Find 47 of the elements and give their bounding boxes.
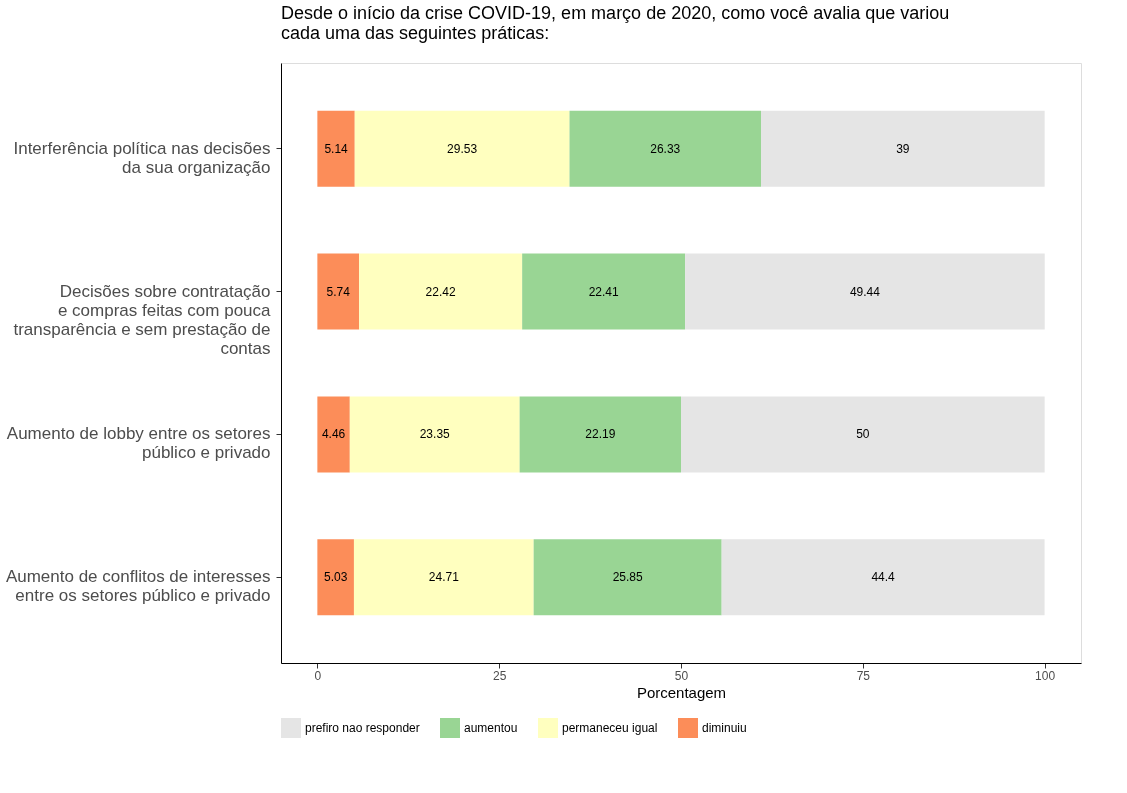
bar: [317, 539, 354, 616]
data-label: 44.4: [871, 570, 896, 585]
data-label: 23.35: [419, 427, 451, 442]
y-tick-label: Interferência política nas decisões da sua organização: [13, 138, 271, 177]
y-tick-label: Aumento de conflitos de interesses entre os setores público e privado: [5, 567, 271, 606]
bar: [354, 110, 570, 187]
bar: [569, 110, 761, 187]
bar: [349, 396, 520, 473]
y-tick-label: Aumento de lobby entre os setores público e privado: [6, 424, 271, 463]
data-label: 50: [856, 427, 870, 442]
x-tick-label: 100: [1035, 668, 1056, 683]
data-label: 24.71: [428, 570, 460, 585]
bar: [359, 253, 523, 330]
legend-label: aumentou: [464, 721, 518, 735]
bar: [317, 110, 355, 187]
bar: [721, 539, 1045, 616]
data-label: 5.74: [326, 284, 351, 299]
data-label: 22.19: [585, 427, 616, 442]
bar: [533, 539, 722, 616]
data-label: 29.53: [447, 141, 478, 156]
data-label: 22.42: [425, 284, 456, 299]
bar: [685, 253, 1045, 330]
bar: [681, 396, 1045, 473]
data-label: 4.46: [321, 427, 346, 442]
legend-label: diminuiu: [702, 721, 747, 735]
data-label: 26.33: [650, 141, 681, 156]
chart-title: Desde o início da crise COVID-19, em março de 2020, como você avalia que variou cada uma das seguintes práticas:: [281, 3, 950, 43]
bar: [353, 539, 534, 616]
x-tick-label: 50: [674, 668, 689, 683]
x-tick-label: 75: [856, 668, 871, 683]
data-label: 5.03: [323, 570, 348, 585]
data-label: 22.41: [588, 284, 619, 299]
data-label: 5.14: [324, 141, 349, 156]
y-tick-label: Decisões sobre contratação e compras feitas com pouca transparência e sem prestação de contas: [13, 281, 272, 358]
bar: [761, 110, 1045, 187]
legend-label: permaneceu igual: [562, 721, 658, 735]
data-label: 25.85: [612, 570, 643, 585]
x-tick-label: 25: [493, 668, 507, 683]
bar: [317, 253, 360, 330]
bar: [522, 253, 686, 330]
bar: [519, 396, 681, 473]
x-tick-label: 0: [314, 668, 322, 683]
bar: [317, 396, 350, 473]
x-axis-title: Porcentagem: [636, 683, 727, 701]
legend-label: prefiro nao responder: [305, 721, 420, 735]
data-label: 49.44: [849, 284, 881, 299]
data-label: 39: [896, 141, 910, 156]
